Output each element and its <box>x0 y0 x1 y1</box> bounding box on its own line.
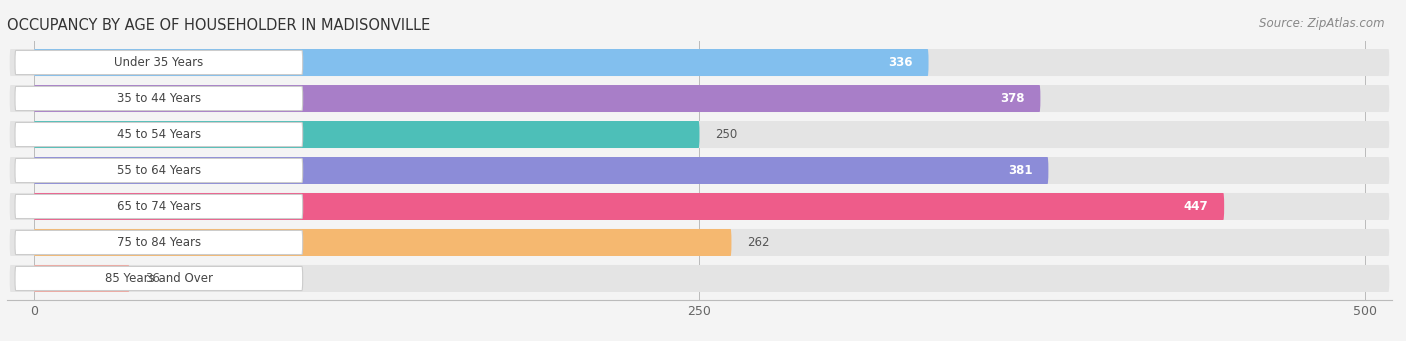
FancyBboxPatch shape <box>10 85 1389 112</box>
Text: 381: 381 <box>1008 164 1032 177</box>
FancyBboxPatch shape <box>15 194 302 219</box>
Text: 45 to 54 Years: 45 to 54 Years <box>117 128 201 141</box>
FancyBboxPatch shape <box>34 121 700 148</box>
Text: 55 to 64 Years: 55 to 64 Years <box>117 164 201 177</box>
Text: Source: ZipAtlas.com: Source: ZipAtlas.com <box>1260 17 1385 30</box>
FancyBboxPatch shape <box>34 193 1225 220</box>
FancyBboxPatch shape <box>15 122 302 147</box>
FancyBboxPatch shape <box>10 49 1389 76</box>
FancyBboxPatch shape <box>15 231 302 254</box>
FancyBboxPatch shape <box>34 157 1049 184</box>
Text: 85 Years and Over: 85 Years and Over <box>105 272 212 285</box>
FancyBboxPatch shape <box>15 87 302 110</box>
FancyBboxPatch shape <box>10 157 1389 184</box>
FancyBboxPatch shape <box>10 229 1389 256</box>
Text: 65 to 74 Years: 65 to 74 Years <box>117 200 201 213</box>
FancyBboxPatch shape <box>10 193 1389 220</box>
Text: Under 35 Years: Under 35 Years <box>114 56 204 69</box>
FancyBboxPatch shape <box>15 266 302 291</box>
FancyBboxPatch shape <box>10 121 1389 148</box>
Text: 336: 336 <box>889 56 912 69</box>
Text: OCCUPANCY BY AGE OF HOUSEHOLDER IN MADISONVILLE: OCCUPANCY BY AGE OF HOUSEHOLDER IN MADIS… <box>7 18 430 33</box>
Text: 36: 36 <box>146 272 160 285</box>
Text: 250: 250 <box>716 128 738 141</box>
Text: 75 to 84 Years: 75 to 84 Years <box>117 236 201 249</box>
FancyBboxPatch shape <box>15 50 302 75</box>
FancyBboxPatch shape <box>34 229 731 256</box>
Text: 378: 378 <box>1000 92 1025 105</box>
Text: 262: 262 <box>748 236 770 249</box>
Text: 447: 447 <box>1184 200 1208 213</box>
FancyBboxPatch shape <box>10 265 1389 292</box>
FancyBboxPatch shape <box>15 159 302 182</box>
FancyBboxPatch shape <box>34 49 928 76</box>
FancyBboxPatch shape <box>34 85 1040 112</box>
FancyBboxPatch shape <box>34 265 129 292</box>
Text: 35 to 44 Years: 35 to 44 Years <box>117 92 201 105</box>
